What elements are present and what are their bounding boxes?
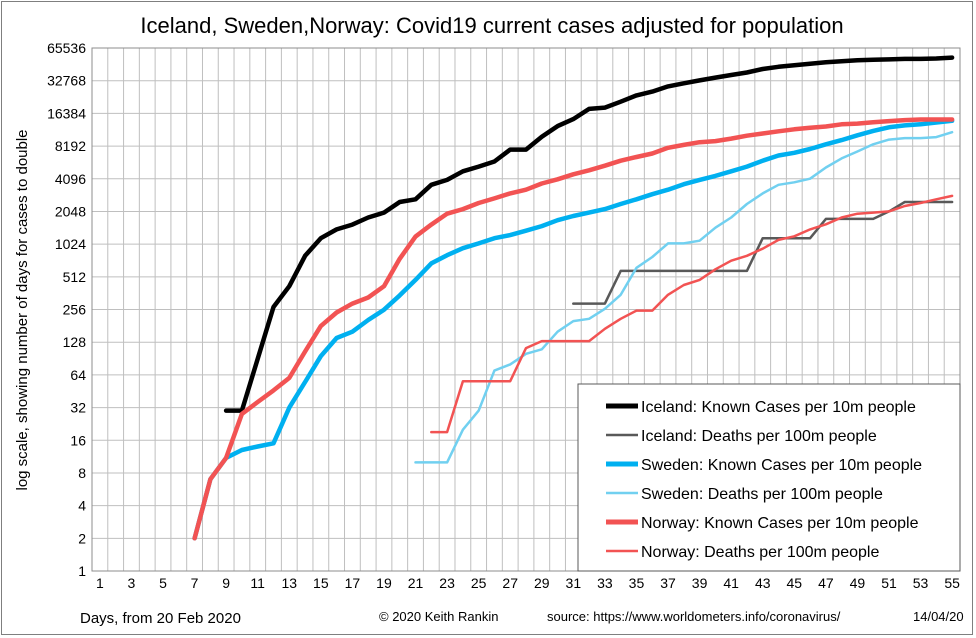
series-line-2 bbox=[572, 200, 954, 305]
x-tick-label: 11 bbox=[250, 575, 265, 591]
y-tick-label: 1024 bbox=[55, 236, 86, 252]
series-lines bbox=[192, 55, 955, 541]
x-tick-label: 21 bbox=[408, 575, 424, 591]
y-tick-label: 8192 bbox=[55, 138, 86, 154]
y-tick-label: 256 bbox=[63, 302, 87, 318]
x-axis-label: Days, from 20 Feb 2020 bbox=[80, 610, 241, 627]
x-tick-label: 53 bbox=[913, 575, 929, 591]
y-tick-label: 8 bbox=[78, 465, 86, 481]
x-axis-ticks: 1 3 5 7 9 11 13 15 17 19 21 23 25 27 29 31 33 35 37 39 41 43 4… bbox=[96, 575, 960, 591]
x-tick-label: 55 bbox=[944, 575, 960, 591]
y-tick-label: 16 bbox=[70, 432, 86, 448]
x-tick-label: 45 bbox=[787, 575, 803, 591]
legend-box bbox=[577, 383, 961, 572]
x-tick-label: 49 bbox=[850, 575, 866, 591]
series-line-1 bbox=[223, 55, 955, 413]
y-tick-label: 32768 bbox=[47, 73, 86, 89]
x-tick-label: 23 bbox=[439, 575, 455, 591]
y-tick-label: 2048 bbox=[55, 203, 86, 219]
x-tick-label: 43 bbox=[755, 575, 771, 591]
series-line-4 bbox=[414, 130, 954, 464]
series-line-5 bbox=[192, 117, 955, 541]
x-tick-label: 25 bbox=[471, 575, 487, 591]
footer-date: 14/04/20 bbox=[913, 609, 964, 624]
series-line-6 bbox=[430, 194, 954, 434]
plot-area-border bbox=[91, 47, 961, 572]
y-tick-label: 1 bbox=[78, 563, 86, 579]
series-line-3 bbox=[192, 118, 955, 541]
x-tick-label: 41 bbox=[723, 575, 739, 591]
chart-title: Iceland, Sweden,Norway: Covid19 current … bbox=[140, 13, 843, 38]
legend-label: Sweden: Deaths per 100m people bbox=[641, 486, 883, 503]
y-tick-label: 65536 bbox=[47, 40, 86, 56]
y-tick-label: 64 bbox=[70, 367, 86, 383]
footer-credit: © 2020 Keith Rankin bbox=[379, 609, 498, 624]
x-tick-label: 33 bbox=[597, 575, 613, 591]
x-tick-label: 5 bbox=[159, 575, 167, 591]
y-tick-label: 512 bbox=[63, 269, 87, 285]
x-tick-label: 51 bbox=[881, 575, 897, 591]
y-tick-label: 2 bbox=[78, 530, 86, 546]
legend-label: Sweden: Known Cases per 10m people bbox=[641, 457, 922, 474]
x-tick-label: 39 bbox=[692, 575, 708, 591]
x-tick-label: 17 bbox=[345, 575, 361, 591]
x-tick-label: 27 bbox=[502, 575, 518, 591]
x-tick-label: 29 bbox=[534, 575, 550, 591]
x-tick-label: 13 bbox=[281, 575, 297, 591]
y-tick-label: 32 bbox=[70, 400, 86, 416]
x-tick-label: 3 bbox=[128, 575, 136, 591]
x-tick-label: 19 bbox=[376, 575, 392, 591]
y-axis-ticks: 1 2 4 8 16 32 64 128 256 512 1024 2048 4096 8192 16384… bbox=[47, 40, 86, 579]
y-tick-label: 4 bbox=[78, 498, 86, 514]
legend: Iceland: Known Cases per 10m people Icela… bbox=[577, 383, 961, 572]
x-tick-label: 47 bbox=[818, 575, 834, 591]
x-tick-label: 37 bbox=[660, 575, 676, 591]
x-tick-label: 7 bbox=[191, 575, 199, 591]
footer-source: source: https://www.worldometers.info/co… bbox=[547, 609, 841, 624]
x-tick-label: 15 bbox=[313, 575, 329, 591]
y-tick-label: 128 bbox=[63, 334, 87, 350]
legend-label: Iceland: Known Cases per 10m people bbox=[641, 399, 916, 416]
legend-label: Norway: Deaths per 100m people bbox=[641, 544, 879, 561]
x-tick-label: 1 bbox=[96, 575, 104, 591]
x-tick-label: 31 bbox=[566, 575, 582, 591]
y-axis-label: log scale, showing number of days for ca… bbox=[14, 129, 31, 490]
legend-label: Norway: Known Cases per 10m people bbox=[641, 515, 919, 532]
y-tick-label: 4096 bbox=[55, 171, 86, 187]
y-tick-label: 16384 bbox=[47, 105, 86, 121]
legend-label: Iceland: Deaths per 100m people bbox=[641, 428, 877, 445]
x-tick-label: 9 bbox=[222, 575, 230, 591]
x-tick-label: 35 bbox=[629, 575, 645, 591]
